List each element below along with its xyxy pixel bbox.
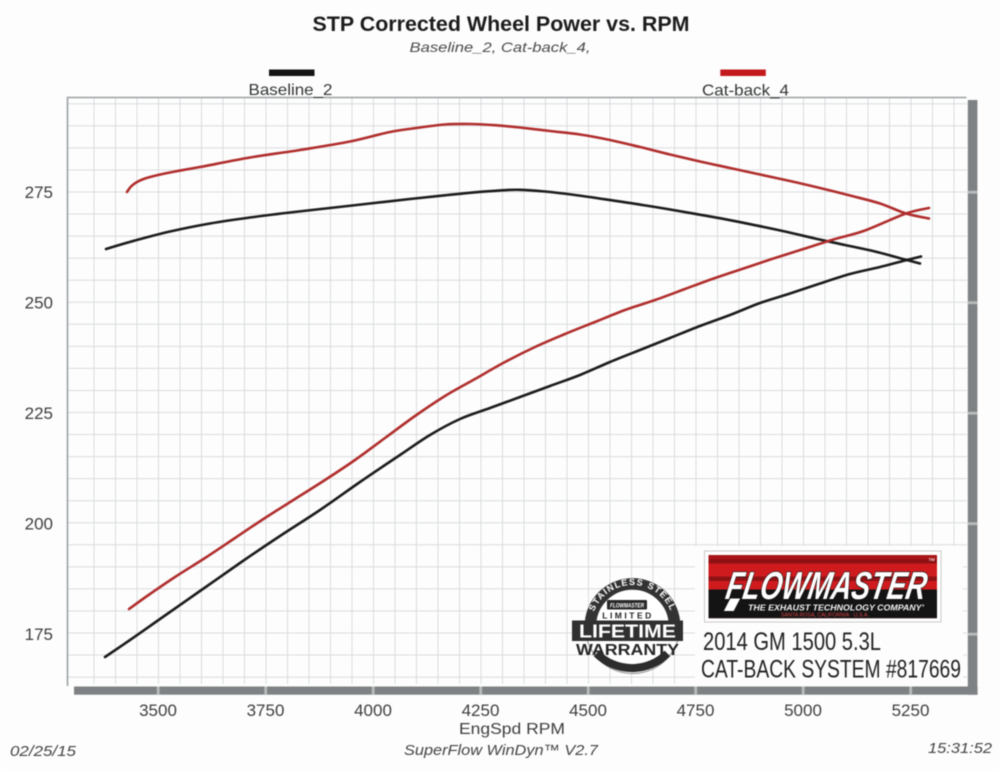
svg-text:5000: 5000 [784,701,822,720]
svg-text:3750: 3750 [247,701,285,720]
svg-text:250: 250 [25,294,53,313]
svg-text:2014 GM 1500 5.3L: 2014 GM 1500 5.3L [703,628,881,656]
svg-text:225: 225 [25,404,53,423]
svg-text:275: 275 [25,183,53,202]
svg-text:™: ™ [928,558,935,565]
svg-text:4250: 4250 [462,701,500,720]
svg-text:4000: 4000 [354,701,392,720]
svg-text:LIMITED: LIMITED [602,611,654,621]
svg-text:LIFETIME: LIFETIME [579,622,676,642]
svg-text:4750: 4750 [677,701,715,720]
svg-text:3500: 3500 [139,701,177,720]
svg-text:15:31:52: 15:31:52 [928,741,992,757]
svg-text:175: 175 [25,625,53,644]
svg-text:FLOWMASTER: FLOWMASTER [723,564,931,608]
svg-text:CAT-BACK SYSTEM #817669: CAT-BACK SYSTEM #817669 [701,656,961,684]
svg-text:STP Corrected Wheel Power vs.: STP Corrected Wheel Power vs. RPM [313,13,690,36]
svg-text:02/25/15: 02/25/15 [10,744,77,760]
svg-text:Baseline_2, Cat-back_4,: Baseline_2, Cat-back_4, [410,39,591,55]
svg-text:EngSpd RPM: EngSpd RPM [459,721,565,738]
svg-text:4500: 4500 [569,701,607,720]
svg-text:Baseline_2: Baseline_2 [249,82,333,99]
svg-text:5250: 5250 [892,701,930,720]
svg-text:THE EXHAUST TECHNOLOGY COMPANY: THE EXHAUST TECHNOLOGY COMPANY’ [748,604,925,613]
svg-text:SuperFlow WinDyn™ V2.7: SuperFlow WinDyn™ V2.7 [404,742,599,759]
svg-text:Cat-back_4: Cat-back_4 [702,83,789,100]
svg-text:200: 200 [25,515,53,534]
svg-text:FLOWMASTER: FLOWMASTER [610,603,644,610]
svg-text:SANTA ROSA, CALIFORNIA · U.S.A: SANTA ROSA, CALIFORNIA · U.S.A. [781,613,869,619]
